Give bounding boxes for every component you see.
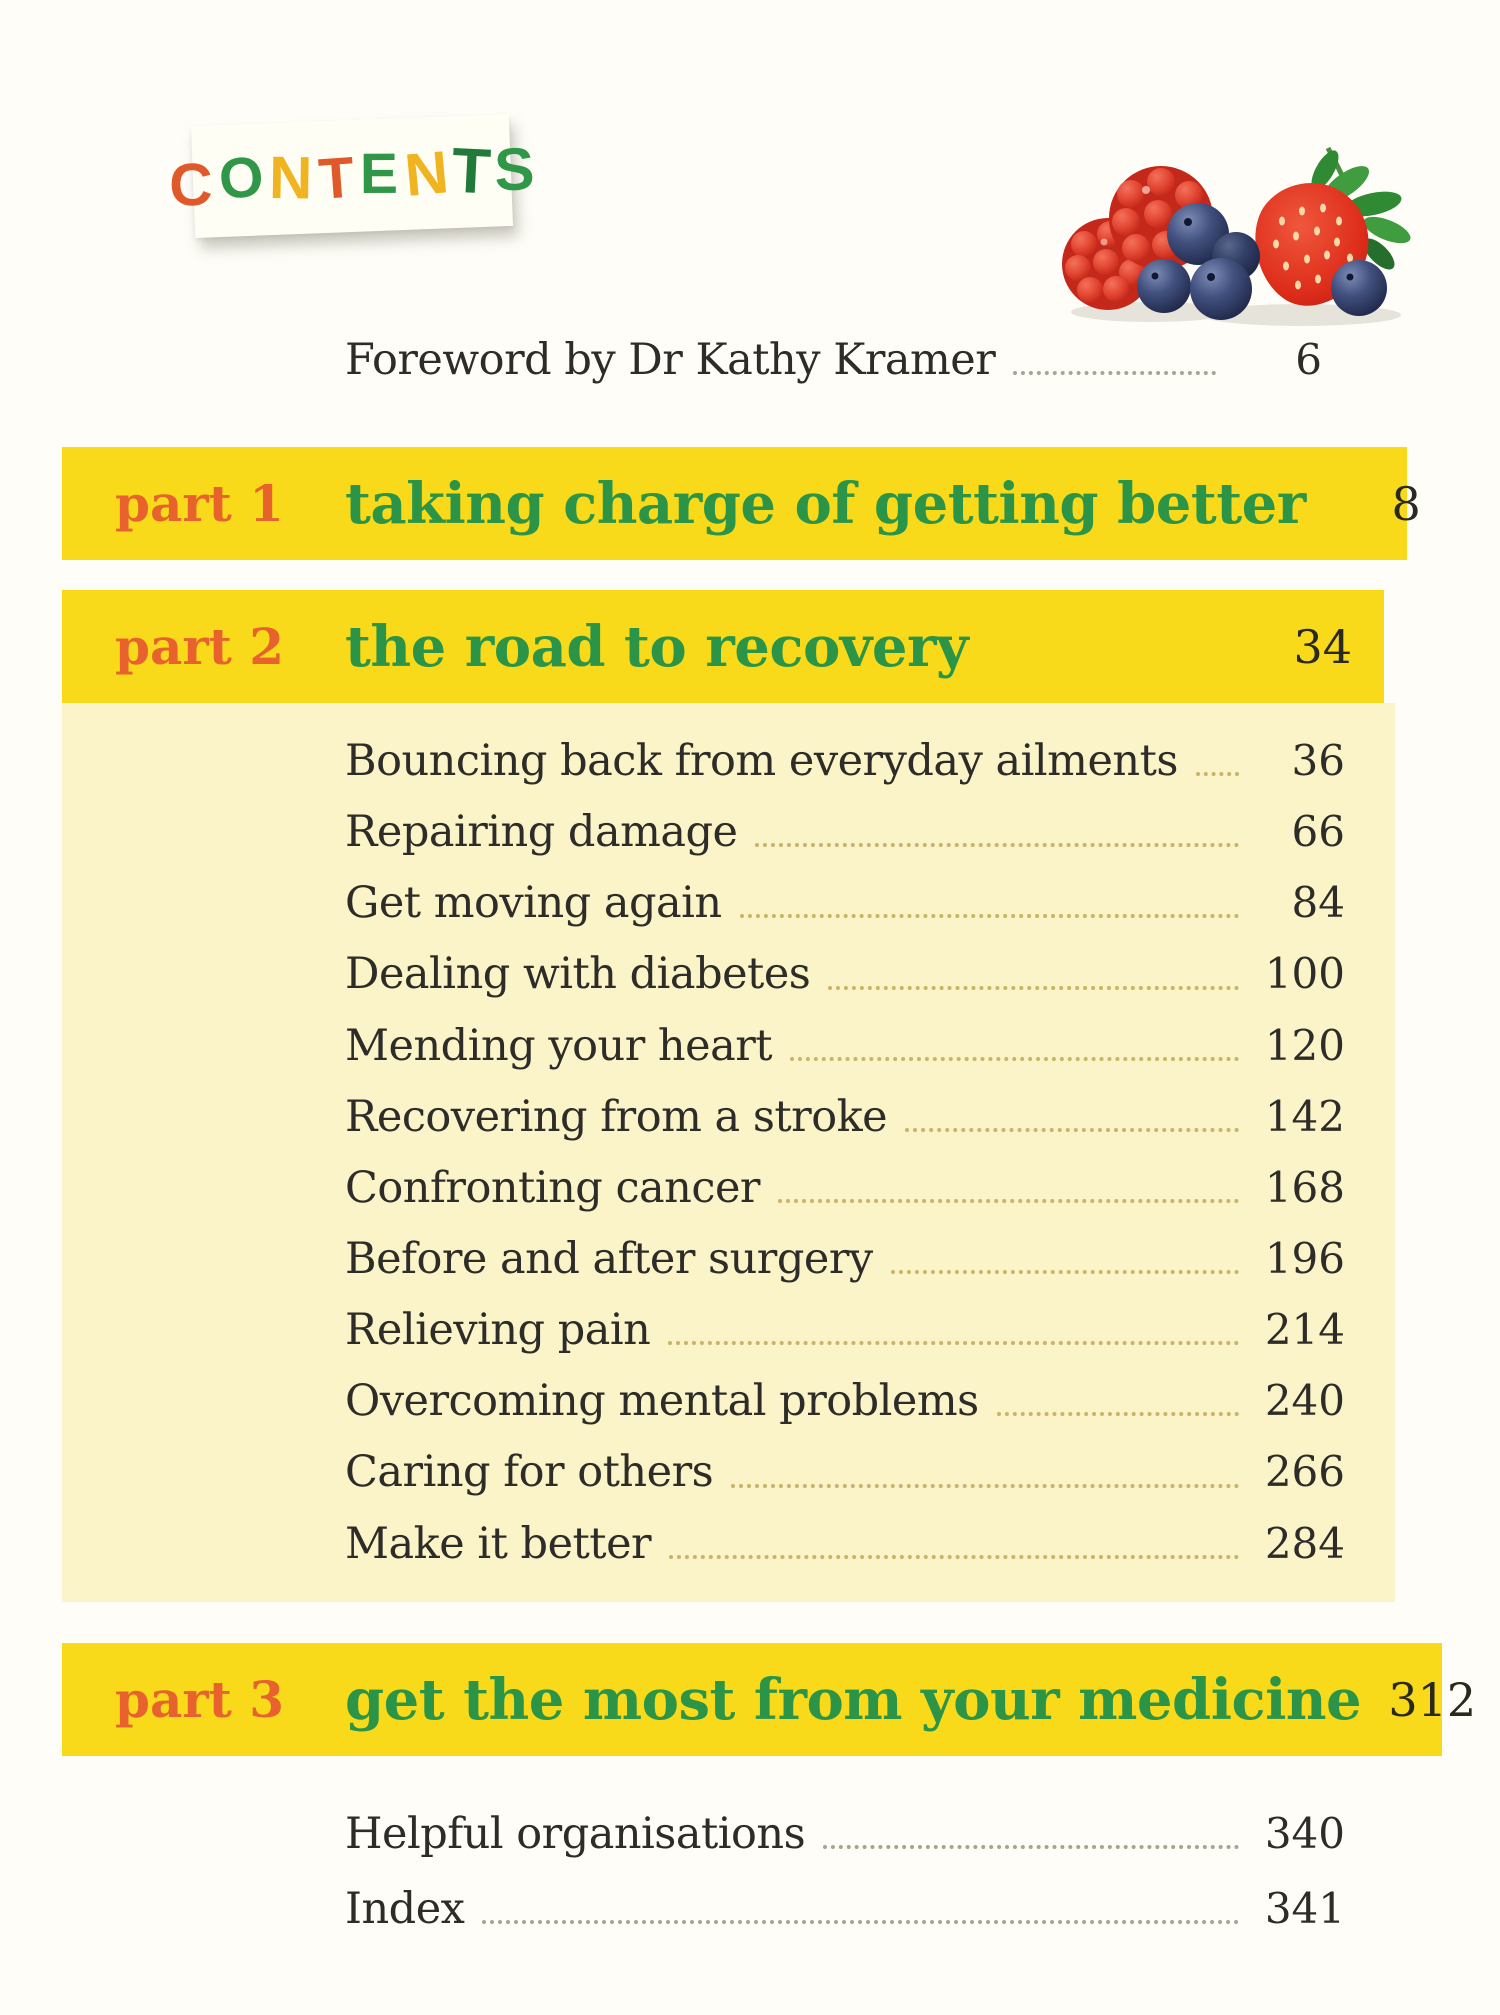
toc-entry-label: Recovering from a stroke <box>345 1091 888 1142</box>
toc-entry-label: Confronting cancer <box>345 1162 760 1213</box>
page-title: C O N T E N T S <box>168 134 536 219</box>
part1-banner: part 1 taking charge of getting better 8 <box>62 447 1421 560</box>
part1-label: part 1 <box>115 474 284 533</box>
toc-entry-page: 100 <box>1264 949 1345 999</box>
dotted-leader <box>777 1198 1239 1203</box>
toc-row: Make it better 284 <box>345 1518 1345 1569</box>
toc-row: Before and after surgery 196 <box>345 1233 1345 1284</box>
dotted-leader <box>1013 371 1216 376</box>
toc-row: Helpful organisations 340 <box>345 1809 1345 1859</box>
part3-page: 312 <box>1388 1672 1477 1727</box>
dotted-leader <box>755 843 1239 848</box>
part2-page: 34 <box>1293 619 1352 674</box>
dotted-leader <box>731 1483 1239 1488</box>
toc-row: Mending your heart 120 <box>345 1020 1345 1071</box>
title-letter: T <box>449 134 493 208</box>
toc-entry-page: 284 <box>1264 1518 1345 1568</box>
toc-entry-page: 168 <box>1264 1162 1345 1212</box>
part1-page: 8 <box>1391 476 1421 531</box>
toc-row: Dealing with diabetes 100 <box>345 952 1345 997</box>
part1-title: taking charge of getting better <box>345 470 1306 537</box>
dotted-leader <box>790 1056 1239 1061</box>
toc-entry-page: 341 <box>1264 1884 1345 1934</box>
part2-label: part 2 <box>115 617 284 676</box>
toc-entry-page: 240 <box>1264 1376 1345 1426</box>
title-letter: N <box>401 138 451 209</box>
part2-title: the road to recovery <box>345 613 969 680</box>
part3-title: get the most from your medicine <box>345 1666 1362 1733</box>
toc-entry-page: 36 <box>1291 736 1345 785</box>
part3-banner: part 3 get the most from your medicine 3… <box>62 1643 1476 1756</box>
toc-entry-label: Index <box>345 1884 465 1935</box>
toc-entry-page: 6 <box>1295 335 1322 384</box>
dotted-leader <box>890 1270 1239 1275</box>
toc-entry-page: 66 <box>1291 807 1345 857</box>
toc-entry-page: 84 <box>1291 878 1345 928</box>
toc-entry-label: Helpful organisations <box>345 1809 806 1859</box>
title-letter: E <box>360 141 399 206</box>
blueberries <box>1137 203 1387 320</box>
toc-entry-page: 120 <box>1264 1020 1345 1070</box>
toc-entry-page: 266 <box>1264 1447 1345 1497</box>
dotted-leader <box>905 1127 1239 1132</box>
toc-row: Repairing damage 66 <box>345 807 1345 858</box>
dotted-leader <box>668 1341 1239 1346</box>
part2-chapter-list: Bouncing back from everyday ailments 36 … <box>62 703 1395 1602</box>
toc-row: Overcoming mental problems 240 <box>345 1379 1345 1424</box>
berries-photo <box>1062 146 1411 326</box>
toc-entry-label: Before and after surgery <box>345 1233 873 1284</box>
toc-entry-page: 214 <box>1264 1305 1345 1355</box>
part3-label: part 3 <box>115 1670 284 1729</box>
dotted-leader <box>996 1412 1239 1417</box>
toc-entry-label: Dealing with diabetes <box>345 949 811 1000</box>
dotted-leader <box>1195 772 1239 777</box>
part2-banner: part 2 the road to recovery 34 <box>62 590 1384 703</box>
toc-row: Index 341 <box>345 1884 1345 1935</box>
contents-title-card: C O N T E N T S <box>169 113 536 239</box>
toc-entry-page: 340 <box>1264 1809 1345 1858</box>
toc-row: Bouncing back from everyday ailments 36 <box>345 736 1345 786</box>
toc-entry-label: Bouncing back from everyday ailments <box>345 736 1178 786</box>
title-letter: C <box>169 151 214 219</box>
toc-row: Confronting cancer 168 <box>345 1162 1345 1213</box>
toc-entry-page: 196 <box>1264 1233 1345 1283</box>
toc-entry-label: Make it better <box>345 1518 652 1569</box>
toc-row: Recovering from a stroke 142 <box>345 1091 1345 1142</box>
toc-entry-label: Overcoming mental problems <box>345 1376 979 1427</box>
dotted-leader <box>823 1845 1239 1850</box>
dotted-leader <box>739 914 1239 919</box>
toc-row: Get moving again 84 <box>345 881 1345 926</box>
toc-entry-label: Foreword by Dr Kathy Kramer <box>345 335 996 385</box>
raspberries <box>1062 166 1213 310</box>
title-letter: S <box>493 135 536 204</box>
title-letter: T <box>316 144 357 212</box>
toc-row: Relieving pain 214 <box>345 1305 1345 1356</box>
toc-entry-label: Mending your heart <box>345 1020 773 1071</box>
toc-entry-page: 142 <box>1264 1091 1345 1141</box>
toc-row: Caring for others 266 <box>345 1450 1345 1495</box>
dotted-leader <box>482 1920 1239 1925</box>
back-matter-list: Helpful organisations 340 Index 341 <box>345 1809 1345 1962</box>
toc-entry-label: Get moving again <box>345 878 722 929</box>
title-letter: O <box>216 144 266 212</box>
toc-row-foreword: Foreword by Dr Kathy Kramer 6 <box>345 335 1322 385</box>
title-letter: N <box>269 144 314 212</box>
dotted-leader <box>669 1554 1239 1559</box>
toc-entry-label: Repairing damage <box>345 807 738 858</box>
toc-entry-label: Relieving pain <box>345 1305 651 1356</box>
dotted-leader <box>828 985 1239 990</box>
toc-entry-label: Caring for others <box>345 1447 714 1498</box>
